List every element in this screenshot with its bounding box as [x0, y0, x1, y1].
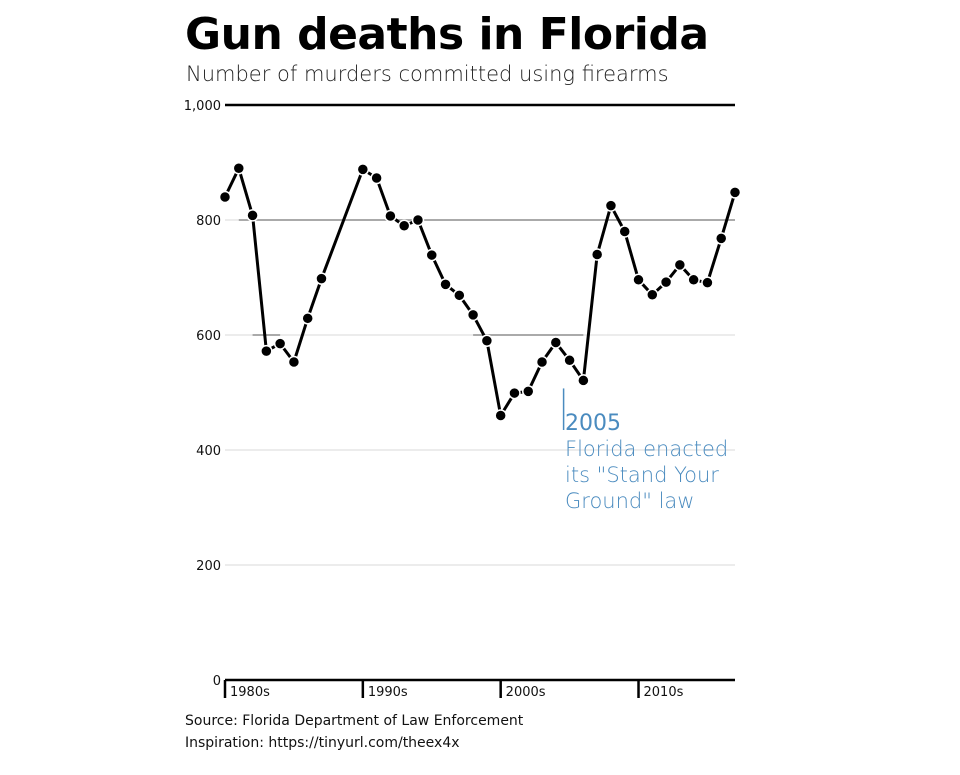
data-point	[494, 409, 507, 422]
data-point	[659, 275, 673, 289]
y-tick-label: 800	[196, 214, 221, 229]
x-tick-label: 2010s	[644, 685, 684, 700]
annotation-text-line: its "Stand Your	[565, 463, 719, 487]
data-point	[218, 190, 232, 204]
data-point	[618, 225, 631, 238]
data-point	[508, 386, 521, 400]
data-point	[453, 289, 466, 302]
data-point	[439, 278, 452, 291]
data-point	[356, 163, 370, 176]
series-line	[223, 166, 737, 417]
data-point	[577, 374, 590, 387]
data-point	[673, 258, 687, 272]
y-axis: 0 200 400 600 800 1,000	[184, 99, 221, 689]
data-point	[370, 171, 383, 185]
series-gun-deaths	[218, 162, 742, 422]
data-point	[714, 232, 728, 245]
chart-source: Source: Florida Department of Law Enforc…	[185, 710, 523, 754]
data-point	[604, 199, 618, 212]
y-tick-label: 600	[196, 329, 221, 344]
y-tick-label: 1,000	[184, 99, 221, 114]
data-point	[232, 162, 246, 175]
chart-title: Gun deaths in Florida	[185, 9, 709, 60]
data-point	[563, 354, 576, 367]
data-point	[632, 273, 645, 287]
data-point	[384, 209, 397, 223]
annotation-text-line: Ground" law	[565, 489, 694, 513]
annotation-year: 2005	[565, 411, 621, 436]
y-tick-label: 400	[196, 444, 221, 459]
data-point	[549, 336, 563, 349]
data-point	[315, 272, 328, 285]
data-point	[273, 337, 287, 350]
data-point	[246, 209, 259, 222]
annotation-text-line: Florida enacted	[565, 437, 728, 461]
data-point	[480, 334, 494, 347]
data-point	[590, 248, 604, 261]
data-point	[287, 355, 301, 369]
x-tick-label: 1980s	[230, 685, 270, 700]
data-point	[535, 355, 549, 369]
x-tick-label: 2000s	[506, 685, 546, 700]
gridlines	[225, 103, 735, 682]
data-point	[425, 248, 439, 262]
inspiration-text: Inspiration: https://tinyurl.com/theex4x	[185, 735, 460, 751]
y-tick-label: 200	[196, 559, 221, 574]
data-point	[521, 385, 535, 398]
x-tick-label: 1990s	[368, 685, 408, 700]
data-point	[411, 213, 425, 227]
data-point	[260, 344, 273, 358]
data-point	[701, 276, 714, 289]
y-tick-label: 0	[213, 674, 221, 689]
data-point	[397, 219, 411, 232]
data-point	[687, 273, 700, 287]
source-text: Source: Florida Department of Law Enforc…	[185, 713, 524, 729]
data-point	[301, 312, 314, 325]
x-axis: 1980s 1990s 2000s 2010s	[223, 680, 684, 700]
data-point	[728, 186, 742, 199]
data-point	[466, 308, 480, 322]
chart-subtitle: Number of murders committed using firear…	[186, 62, 669, 86]
data-point	[646, 288, 659, 301]
